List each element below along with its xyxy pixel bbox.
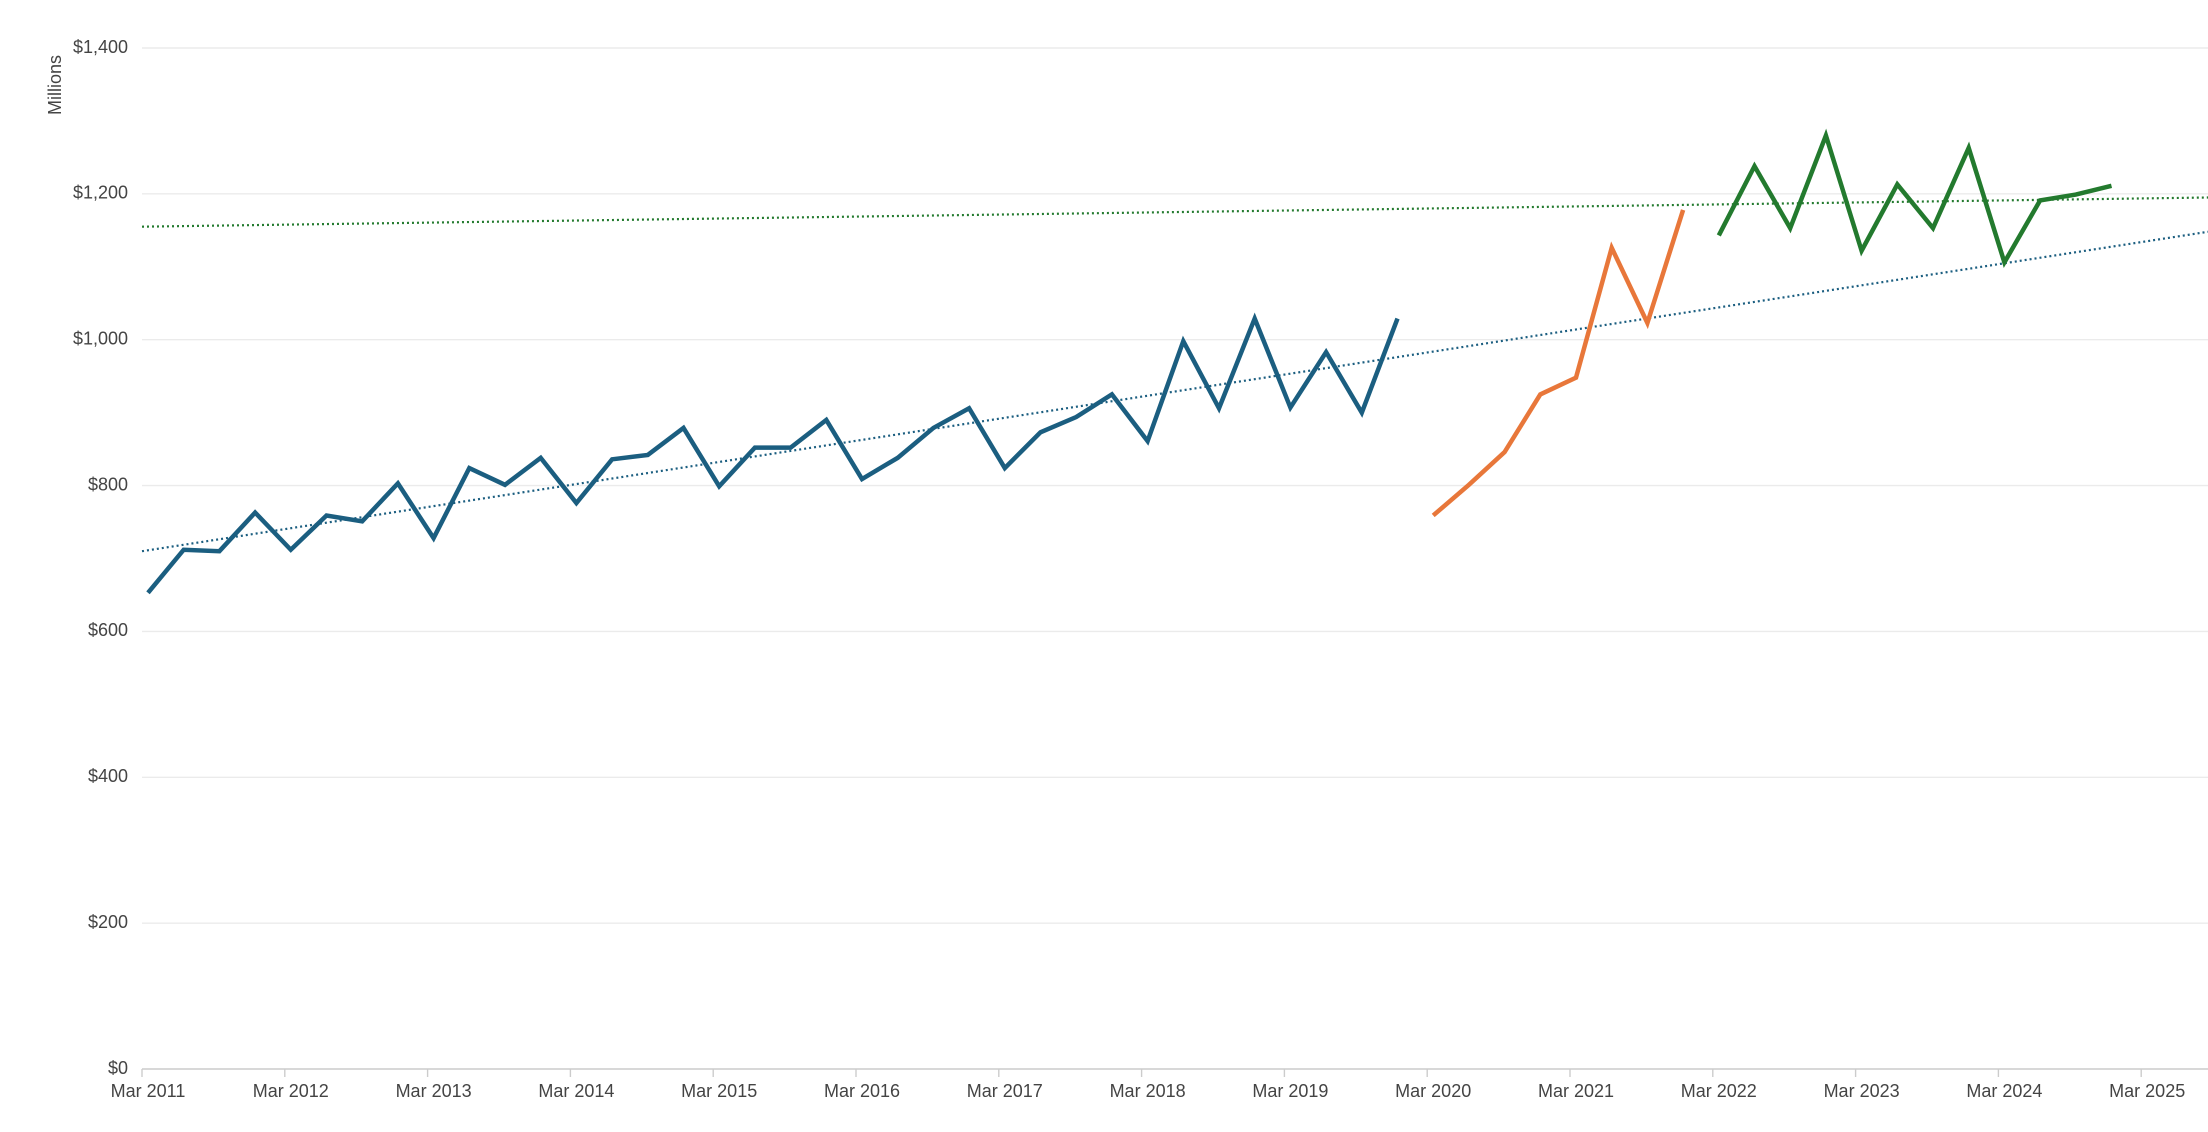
y-tick-label: $1,200 — [73, 183, 128, 203]
trend-line — [141, 230, 2208, 553]
x-tick-label: Mar 2019 — [1252, 1081, 1328, 1101]
x-tick-label: Mar 2014 — [538, 1081, 614, 1101]
x-tick-label: Mar 2016 — [824, 1081, 900, 1101]
series-line — [1716, 128, 2113, 268]
x-tick-label: Mar 2020 — [1395, 1081, 1471, 1101]
y-tick-label: $1,400 — [73, 37, 128, 57]
x-tick-label: Mar 2021 — [1538, 1081, 1614, 1101]
y-axis-label: Millions — [45, 55, 65, 115]
series-line — [1431, 209, 1686, 518]
x-tick-label: Mar 2018 — [1110, 1081, 1186, 1101]
y-tick-label: $1,000 — [73, 328, 128, 348]
x-tick-label: Mar 2025 — [2109, 1081, 2185, 1101]
series-line — [146, 312, 1400, 595]
x-tick-label: Mar 2013 — [396, 1081, 472, 1101]
y-tick-label: $0 — [108, 1058, 128, 1078]
y-tick-label: $400 — [88, 766, 128, 786]
x-tick-label: Mar 2015 — [681, 1081, 757, 1101]
x-tick-label: Mar 2024 — [1966, 1081, 2042, 1101]
x-tick-label: Mar 2011 — [111, 1081, 186, 1101]
x-tick-label: Mar 2023 — [1824, 1081, 1900, 1101]
x-tick-label: Mar 2022 — [1681, 1081, 1757, 1101]
x-tick-label: Mar 2017 — [967, 1081, 1043, 1101]
trend-line — [141, 196, 2208, 228]
y-tick-label: $600 — [88, 620, 128, 640]
y-tick-label: $200 — [88, 912, 128, 932]
y-tick-label: $800 — [88, 474, 128, 494]
x-tick-label: Mar 2012 — [253, 1081, 329, 1101]
